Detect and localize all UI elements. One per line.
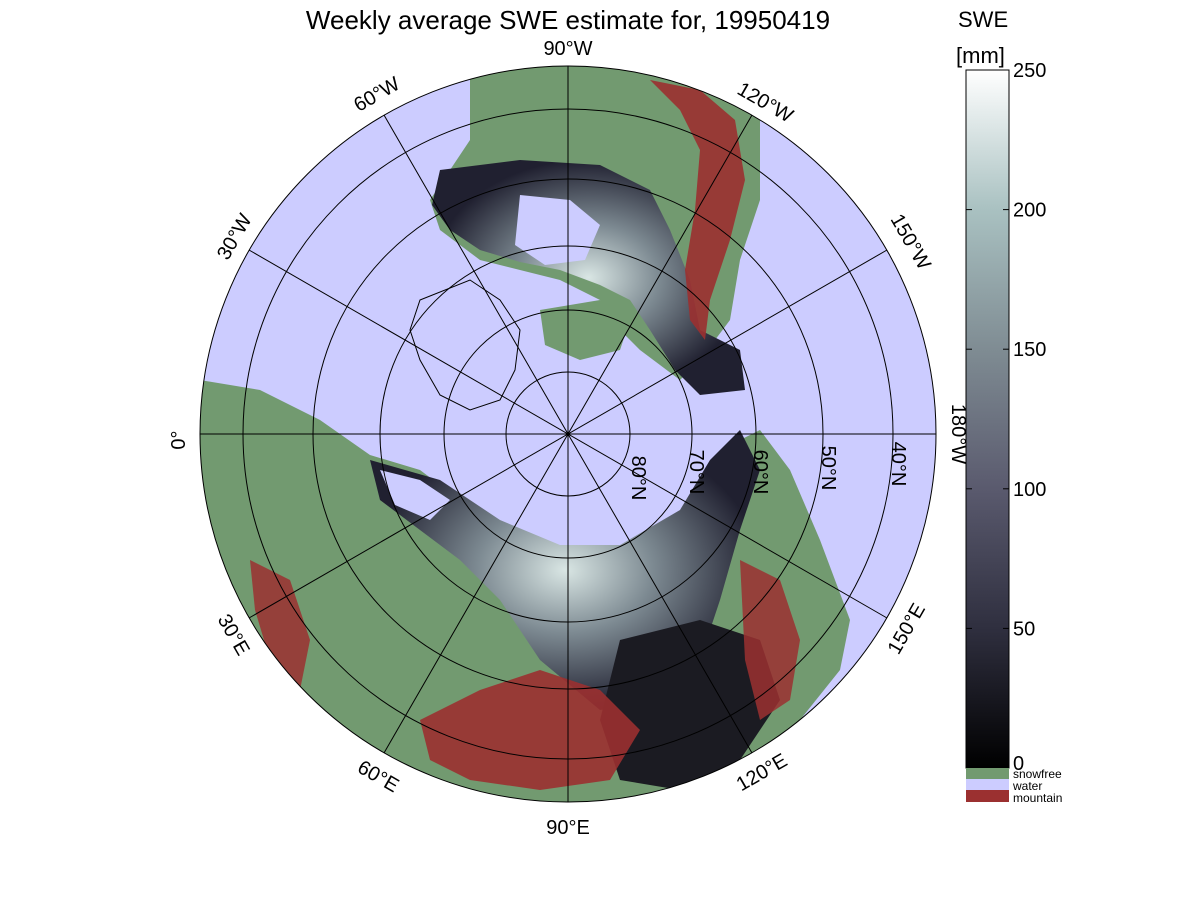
lon-label-180: 180°W: [947, 404, 969, 464]
colorbar-title-units: [mm]: [956, 43, 1005, 68]
land-arctic-islands: [540, 300, 630, 360]
colorbar-tick-label: 250: [1013, 60, 1046, 82]
lat-label-40: 40°N: [887, 442, 909, 487]
lon-label-90e: 90°E: [546, 817, 590, 839]
lon-label-30e: 30°E: [213, 611, 254, 660]
lon-label-0: 0°: [168, 430, 190, 449]
colorbar-title-swe: SWE: [958, 7, 1008, 32]
map-title: Weekly average SWE estimate for, 1995041…: [306, 5, 830, 35]
polar-map: [200, 66, 936, 802]
graticule: [199, 65, 937, 803]
lon-label-60e: 60°E: [354, 756, 403, 797]
meridian-150w-30e: [248, 249, 888, 619]
colorbar-tick-label: 150: [1013, 339, 1046, 361]
colorbar-gradient: [965, 69, 1010, 769]
colorbar-tick-label: 50: [1013, 618, 1035, 640]
legend-swatch-snowfree: [966, 768, 1009, 779]
mountain-central-asia: [420, 670, 640, 790]
legend-swatch-water: [966, 779, 1009, 790]
land-scandinavia-water: [380, 470, 450, 520]
hudson-bay: [515, 195, 600, 265]
snow-siberia: [600, 620, 780, 790]
mountain-europe: [250, 560, 310, 690]
snow-north-america: [432, 160, 745, 395]
colorbar-tick-label: 0: [1013, 753, 1024, 775]
legend-label-snowfree: snowfree: [1013, 767, 1062, 781]
land-greenland: [409, 279, 521, 411]
legend-label-water: water: [1012, 779, 1042, 793]
legend-label-mountain: mountain: [1013, 791, 1062, 805]
lon-label-90w: 90°W: [543, 38, 592, 60]
latitude-labels: 80°N 70°N 60°N 50°N 40°N: [627, 442, 909, 501]
lat-label-70: 70°N: [685, 450, 707, 495]
colorbar-tick-label: 100: [1013, 479, 1046, 501]
mountain-east-asia: [740, 560, 800, 720]
legend-swatch-mountain: [966, 790, 1009, 802]
lat-label-60: 60°N: [749, 450, 771, 495]
colorbar-ticks: 250 200 150 100 50 0: [966, 60, 1046, 775]
lat-label-80: 80°N: [627, 456, 649, 501]
colorbar-tick-label: 200: [1013, 200, 1046, 222]
lat-label-50: 50°N: [817, 446, 839, 491]
